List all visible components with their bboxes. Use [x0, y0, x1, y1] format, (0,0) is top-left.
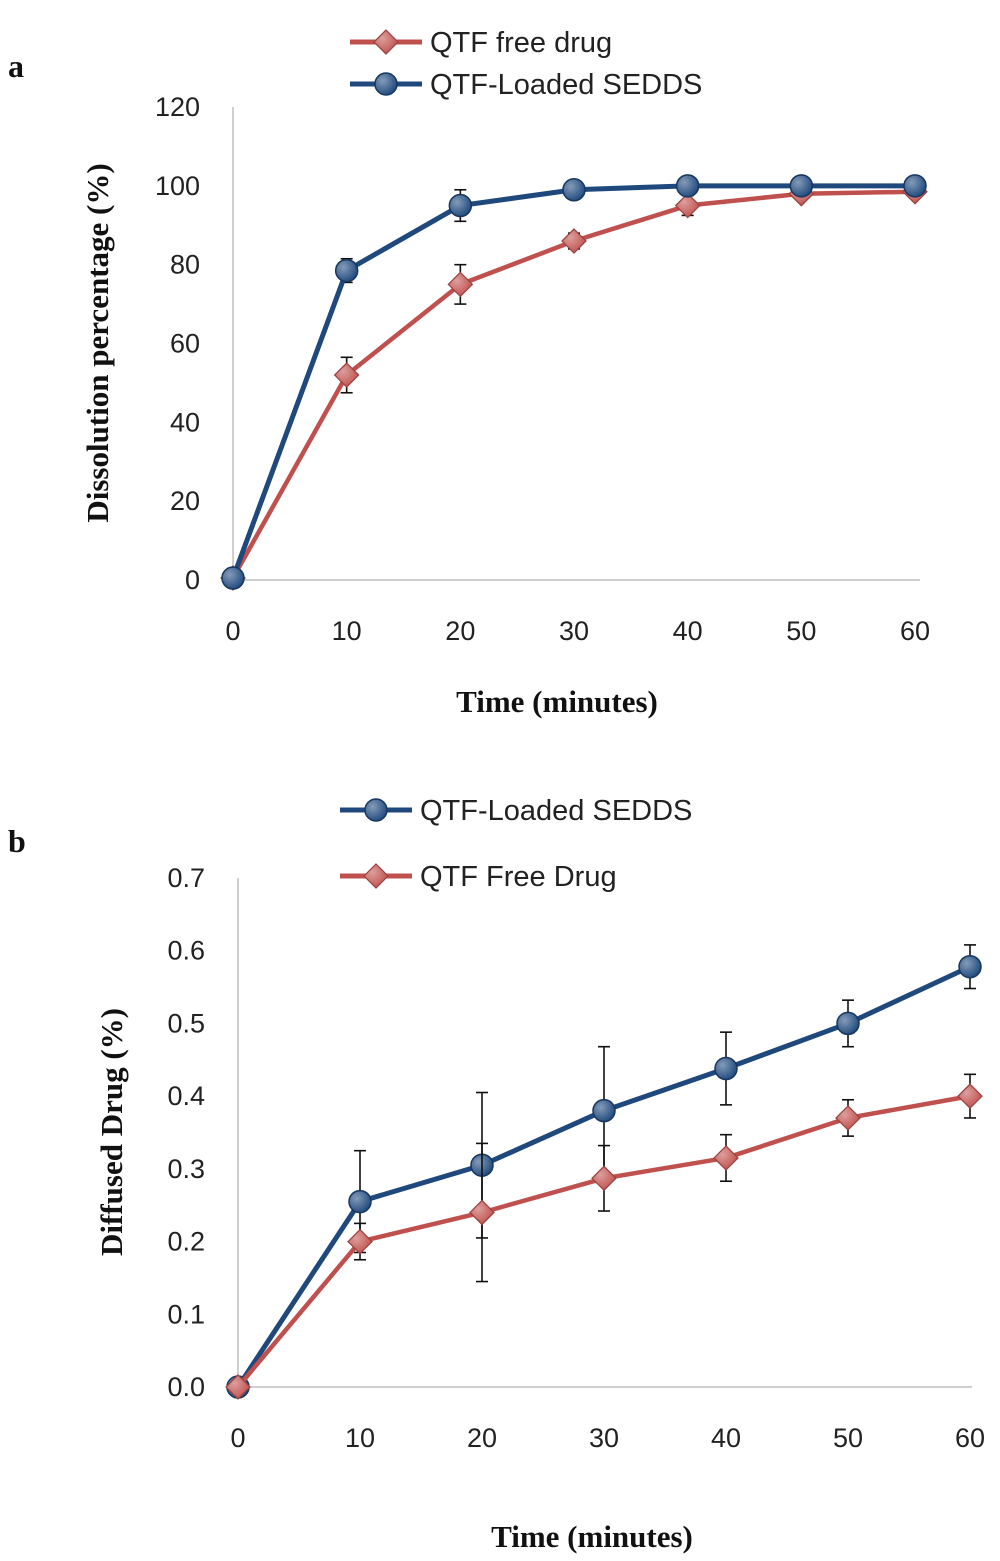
y-tick-label: 0.7 — [167, 863, 205, 893]
legend-marker — [373, 29, 399, 55]
panel-a-label: a — [8, 48, 24, 84]
x-axis-title-b: Time (minutes) — [491, 1519, 693, 1554]
data-point — [713, 1145, 739, 1171]
y-tick-label: 0.5 — [167, 1008, 205, 1038]
x-ticks-b: 0 10 20 30 40 50 60 — [230, 1423, 985, 1453]
x-axis-title-a: Time (minutes) — [456, 684, 658, 719]
y-tick-label: 0.0 — [167, 1372, 205, 1402]
y-tick-label: 0.4 — [167, 1081, 205, 1111]
data-point — [903, 174, 927, 198]
x-tick-label: 50 — [833, 1423, 863, 1453]
y-tick-label: 0.2 — [167, 1227, 205, 1257]
legend-label: QTF-Loaded SEDDS — [430, 69, 702, 101]
data-point — [714, 1056, 738, 1081]
x-tick-label: 30 — [589, 1423, 619, 1453]
series-group-b — [225, 944, 983, 1400]
y-tick-label: 0 — [185, 565, 200, 595]
panel-b-label: b — [8, 823, 26, 859]
y-axis-title-a: Dissolution percentage (%) — [80, 163, 115, 522]
legend-a: QTF free drug QTF-Loaded SEDDS — [350, 27, 702, 101]
data-point — [447, 271, 474, 298]
x-tick-label: 20 — [445, 616, 475, 646]
x-tick-label: 40 — [711, 1423, 741, 1453]
x-tick-label: 20 — [467, 1423, 497, 1453]
x-ticks-a: 0 10 20 30 40 50 60 — [225, 616, 930, 646]
y-tick-label: 120 — [155, 92, 200, 122]
x-tick-label: 0 — [230, 1423, 245, 1453]
legend-marker — [363, 863, 389, 889]
data-point — [957, 1083, 983, 1109]
chart-panel-a: a QTF free drug QTF-Loaded SEDDS 0 20 40 60 8… — [8, 27, 930, 719]
series-group-a — [220, 174, 928, 591]
legend-marker — [374, 72, 398, 96]
legend-item: QTF free drug — [350, 27, 612, 59]
data-point — [469, 1199, 495, 1226]
y-ticks-a: 0 20 40 60 80 100 120 — [155, 92, 200, 595]
x-tick-label: 10 — [345, 1423, 375, 1453]
y-tick-label: 40 — [170, 407, 200, 437]
y-tick-label: 0.3 — [167, 1154, 205, 1184]
legend-marker — [364, 798, 388, 822]
legend-label: QTF Free Drug — [420, 861, 617, 893]
x-tick-label: 60 — [955, 1423, 985, 1453]
data-point — [334, 258, 359, 283]
legend-label: QTF free drug — [430, 27, 612, 59]
data-point — [591, 1165, 617, 1192]
series-free-drug — [225, 1073, 983, 1400]
y-ticks-b: 0.0 0.1 0.2 0.3 0.4 0.5 0.6 0.7 — [167, 863, 205, 1402]
data-point — [836, 1011, 860, 1036]
x-tick-label: 0 — [225, 616, 240, 646]
data-point — [347, 1228, 373, 1255]
data-point — [333, 362, 360, 388]
series-sedds — [221, 174, 927, 590]
legend-item: QTF Free Drug — [340, 861, 617, 893]
y-tick-label: 0.1 — [167, 1299, 205, 1329]
data-point — [221, 566, 245, 590]
series-free-drug — [220, 178, 928, 591]
y-axis-title-b: Diffused Drug (%) — [94, 1008, 129, 1256]
data-point — [789, 174, 814, 198]
legend-label: QTF-Loaded SEDDS — [420, 795, 692, 827]
data-point — [835, 1105, 861, 1131]
data-point — [562, 178, 586, 202]
legend-item: QTF-Loaded SEDDS — [340, 795, 692, 827]
data-point — [674, 192, 701, 219]
y-tick-label: 60 — [170, 329, 200, 359]
y-tick-label: 0.6 — [167, 936, 205, 966]
x-tick-label: 50 — [786, 616, 816, 646]
data-point — [958, 954, 982, 979]
data-point — [225, 1374, 251, 1400]
x-tick-label: 10 — [332, 616, 362, 646]
data-point — [675, 174, 700, 198]
data-point — [348, 1189, 372, 1214]
y-tick-label: 100 — [155, 171, 200, 201]
data-point — [592, 1098, 616, 1123]
legend-item: QTF-Loaded SEDDS — [350, 69, 702, 101]
data-point — [561, 228, 587, 254]
x-tick-label: 40 — [673, 616, 703, 646]
x-tick-label: 30 — [559, 616, 589, 646]
legend-b: QTF-Loaded SEDDS QTF Free Drug — [340, 795, 692, 893]
y-tick-label: 20 — [170, 486, 200, 516]
y-tick-label: 80 — [170, 250, 200, 280]
x-tick-label: 60 — [900, 616, 930, 646]
data-point — [448, 193, 473, 218]
